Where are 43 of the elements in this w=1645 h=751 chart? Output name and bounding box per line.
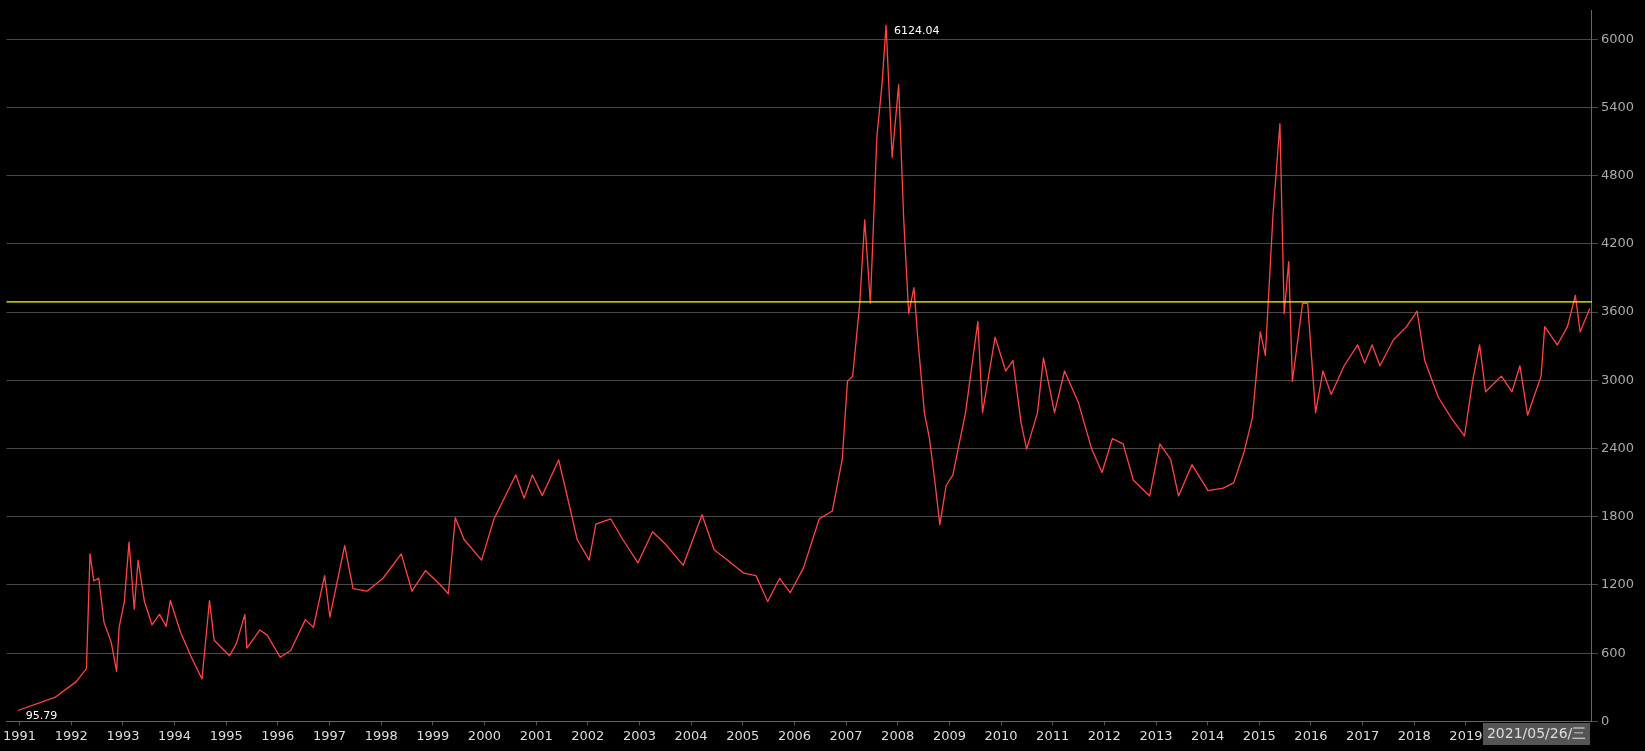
y-tick-label: 3600 <box>1600 303 1635 319</box>
text: 2021/05/26/三 <box>1482 723 1591 746</box>
x-tick-label: 2002 <box>571 727 605 743</box>
x-tick-label: 2013 <box>1139 727 1173 743</box>
x-tick-label: 2008 <box>881 727 915 743</box>
x-tick-label: 1993 <box>106 727 140 743</box>
x-tick-label: 2016 <box>1294 727 1328 743</box>
y-tick-label: 2400 <box>1600 439 1635 455</box>
x-tick-label: 1995 <box>209 727 243 743</box>
x-tick-label: 2004 <box>674 727 708 743</box>
x-tick-label: 1991 <box>3 727 37 743</box>
x-tick-label: 2005 <box>726 727 760 743</box>
x-tick-label: 1996 <box>261 727 295 743</box>
x-tick-label: 2017 <box>1346 727 1380 743</box>
x-tick-label: 2015 <box>1242 727 1276 743</box>
y-tick-label: 6000 <box>1600 30 1635 46</box>
x-tick-label: 1998 <box>364 727 398 743</box>
x-tick-label: 1999 <box>416 727 450 743</box>
annotation: 95.79 <box>25 709 58 723</box>
x-tick-label: 2012 <box>1087 727 1121 743</box>
x-tick-label: 2019 <box>1449 727 1483 743</box>
y-tick-label: 4200 <box>1600 235 1635 251</box>
x-tick-label: 2007 <box>829 727 863 743</box>
y-tick-label: 3000 <box>1600 371 1635 387</box>
y-tick-label: 4800 <box>1600 167 1635 183</box>
x-tick-label: 2010 <box>984 727 1018 743</box>
x-tick-label: 1997 <box>313 727 347 743</box>
x-tick-label: 2000 <box>467 727 501 743</box>
y-tick-label: 1200 <box>1600 576 1635 592</box>
y-tick-label: 600 <box>1600 644 1626 660</box>
x-tick-label: 2018 <box>1397 727 1431 743</box>
x-tick-label: 2014 <box>1191 727 1225 743</box>
y-tick-label: 5400 <box>1600 98 1635 114</box>
annotation: 6124.04 <box>894 23 940 37</box>
x-tick-label: 2003 <box>622 727 656 743</box>
x-tick-label: 1992 <box>54 727 88 743</box>
x-tick-label: 2011 <box>1036 727 1070 743</box>
x-tick-label: 1994 <box>158 727 192 743</box>
y-tick-label: 0 <box>1600 712 1610 728</box>
x-tick-label: 2001 <box>519 727 553 743</box>
y-tick-label: 1800 <box>1600 508 1635 524</box>
x-tick-label: 2006 <box>777 727 811 743</box>
x-tick-label: 2009 <box>932 727 966 743</box>
